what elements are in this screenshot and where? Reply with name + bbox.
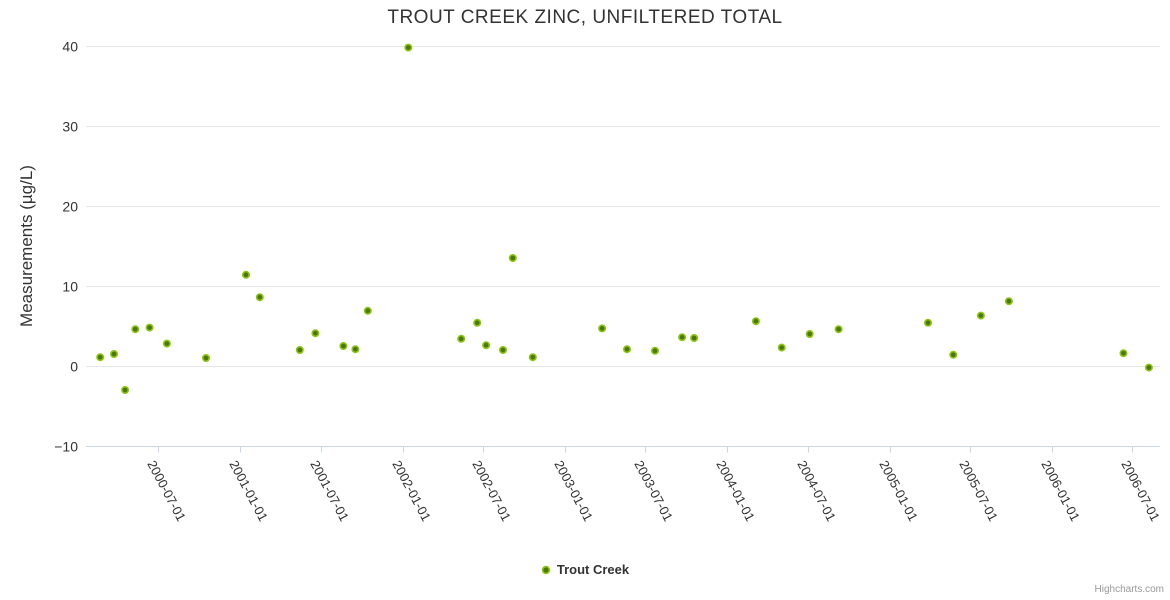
data-point[interactable] [528, 353, 537, 362]
data-point[interactable] [96, 353, 105, 362]
data-point[interactable] [1004, 297, 1013, 306]
data-point[interactable] [622, 345, 631, 354]
x-tick-label: 2006-07-01 [1118, 458, 1162, 524]
y-tick-label: 10 [62, 279, 78, 295]
y-tick-label: 30 [62, 119, 78, 135]
chart-title: TROUT CREEK ZINC, UNFILTERED TOTAL [387, 7, 783, 28]
data-point[interactable] [508, 254, 517, 263]
y-tick-label: −10 [54, 439, 78, 455]
x-tick-label: 2003-07-01 [631, 458, 675, 524]
legend-item-label: Trout Creek [556, 562, 630, 577]
data-point[interactable] [976, 311, 985, 320]
y-tick-label: 0 [70, 359, 78, 375]
data-point[interactable] [457, 334, 466, 343]
x-tick-label: 2005-01-01 [876, 458, 920, 524]
data-point[interactable] [498, 345, 507, 354]
data-point[interactable] [690, 333, 699, 342]
data-point[interactable] [678, 333, 687, 342]
data-point[interactable] [131, 325, 140, 334]
x-tick-label: 2002-01-01 [389, 458, 433, 524]
data-point[interactable] [351, 345, 360, 354]
data-point[interactable] [242, 270, 251, 279]
legend: Trout Creek [0, 562, 1170, 577]
data-point[interactable] [777, 343, 786, 352]
x-tick-label: 2005-07-01 [956, 458, 1000, 524]
y-tick-label: 40 [62, 39, 78, 55]
data-point[interactable] [949, 350, 958, 359]
data-point[interactable] [110, 349, 119, 358]
x-tick-label: 2004-07-01 [794, 458, 838, 524]
data-point[interactable] [598, 324, 607, 333]
data-point[interactable] [1119, 349, 1128, 358]
y-tick-label: 20 [62, 199, 78, 215]
data-point[interactable] [339, 341, 348, 350]
data-point[interactable] [923, 318, 932, 327]
data-point[interactable] [311, 329, 320, 338]
data-point[interactable] [805, 329, 814, 338]
data-point[interactable] [121, 385, 130, 394]
legend-item-trout-creek[interactable]: Trout Creek [541, 562, 629, 577]
data-point[interactable] [255, 293, 264, 302]
x-tick-label: 2006-01-01 [1038, 458, 1082, 524]
x-tick-label: 2002-07-01 [469, 458, 513, 524]
data-point[interactable] [363, 306, 372, 315]
data-point[interactable] [162, 339, 171, 348]
x-tick-label: 2000-07-01 [144, 458, 188, 524]
data-point[interactable] [145, 323, 154, 332]
data-point[interactable] [295, 345, 304, 354]
x-tick-label: 2004-01-01 [713, 458, 757, 524]
data-point[interactable] [473, 318, 482, 327]
highcharts-credits-link[interactable]: Highcharts.com [1094, 584, 1164, 595]
x-tick-label: 2001-07-01 [307, 458, 351, 524]
data-point[interactable] [404, 43, 413, 52]
data-point[interactable] [751, 317, 760, 326]
data-point[interactable] [834, 325, 843, 334]
data-point[interactable] [650, 346, 659, 355]
data-point[interactable] [202, 353, 211, 362]
data-point[interactable] [1144, 363, 1153, 372]
legend-marker-icon [541, 565, 551, 574]
x-tick-label: 2001-01-01 [226, 458, 270, 524]
x-tick-label: 2003-01-01 [551, 458, 595, 524]
data-point[interactable] [482, 341, 491, 350]
